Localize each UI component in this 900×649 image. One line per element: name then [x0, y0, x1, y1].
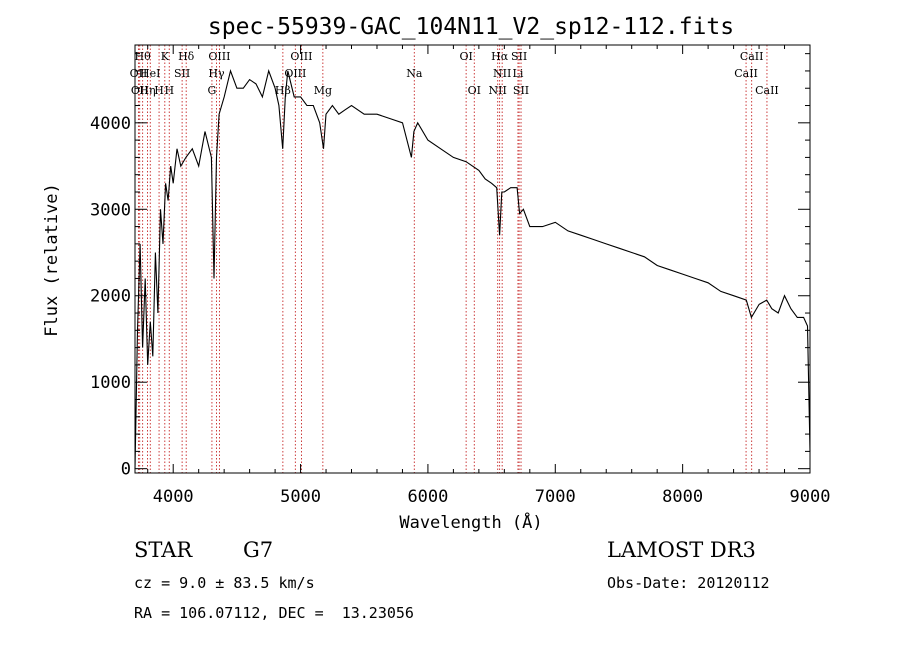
ra-dec: RA = 106.07112, DEC = 13.23056 — [134, 604, 414, 622]
spectrum-line — [134, 69, 811, 469]
line-marker-label: Hα — [491, 50, 509, 63]
x-tick-label: 4000 — [153, 487, 194, 507]
line-marker-label: CaII — [740, 50, 764, 63]
x-tick-label: 5000 — [280, 487, 321, 507]
object-class: STAR — [134, 538, 193, 562]
line-marker-label: K — [161, 50, 170, 63]
y-tick-label: 1000 — [90, 373, 131, 393]
x-tick-label: 7000 — [535, 487, 576, 507]
line-marker-label: CaII — [755, 84, 779, 97]
line-marker-label: SII — [174, 67, 190, 80]
line-marker-label: Na — [406, 67, 423, 80]
line-marker-label: OI — [468, 84, 481, 97]
line-marker-label: SII — [511, 50, 527, 63]
line-marker-label: H — [164, 84, 174, 97]
plot-frame — [134, 44, 811, 474]
line-markers — [137, 45, 768, 473]
spectrum-chart: spec-55939-GAC_104N11_V2_sp12-112.fits O… — [42, 14, 831, 533]
line-marker-label: OI — [459, 50, 472, 63]
line-marker-label: G — [208, 84, 217, 97]
survey-name: LAMOST DR3 — [607, 538, 756, 562]
object-subclass: G7 — [243, 538, 274, 562]
line-marker-label: Hδ — [178, 50, 195, 63]
line-marker-label: Mg — [314, 84, 332, 97]
chart-title: spec-55939-GAC_104N11_V2_sp12-112.fits — [208, 14, 734, 40]
obs-date: Obs-Date: 20120112 — [607, 574, 770, 592]
line-marker-label: SII — [513, 84, 529, 97]
y-tick-label: 0 — [121, 460, 131, 480]
x-tick-label: 6000 — [407, 487, 448, 507]
redshift-cz: cz = 9.0 ± 83.5 km/s — [134, 574, 315, 592]
line-marker-label: NII — [493, 67, 511, 80]
line-marker-label: HeI — [140, 67, 160, 80]
line-marker-label: Hη — [139, 84, 155, 97]
line-marker-label: NII — [489, 84, 507, 97]
line-marker-label: OIII — [290, 50, 312, 63]
line-marker-label: OIII — [284, 67, 306, 80]
line-marker-label: Hγ — [208, 67, 225, 80]
x-axis: 4000 5000 6000 7000 8000 9000 — [147, 45, 831, 507]
line-marker-label: OII — [130, 67, 148, 80]
line-marker-label: Li — [513, 67, 524, 80]
y-axis-label: Flux (relative) — [42, 183, 62, 337]
line-marker-label: Hθ — [135, 50, 152, 63]
line-marker-label: CaII — [734, 67, 758, 80]
x-tick-label: 8000 — [662, 487, 703, 507]
line-marker-labels: OIIOIIHθHηHeIHKHSIIHδGHγOIIIHβOIIIOIIIMg… — [130, 50, 779, 97]
x-axis-label: Wavelength (Å) — [399, 511, 542, 533]
x-tick-label: 9000 — [790, 487, 831, 507]
line-marker-label: H — [154, 84, 164, 97]
y-tick-label: 2000 — [90, 287, 131, 307]
line-marker-label: OIII — [208, 50, 230, 63]
y-axis: 0 1000 2000 3000 4000 — [90, 53, 810, 480]
line-marker-label: Hβ — [275, 84, 291, 97]
y-tick-label: 4000 — [90, 114, 131, 134]
y-tick-label: 3000 — [90, 200, 131, 220]
